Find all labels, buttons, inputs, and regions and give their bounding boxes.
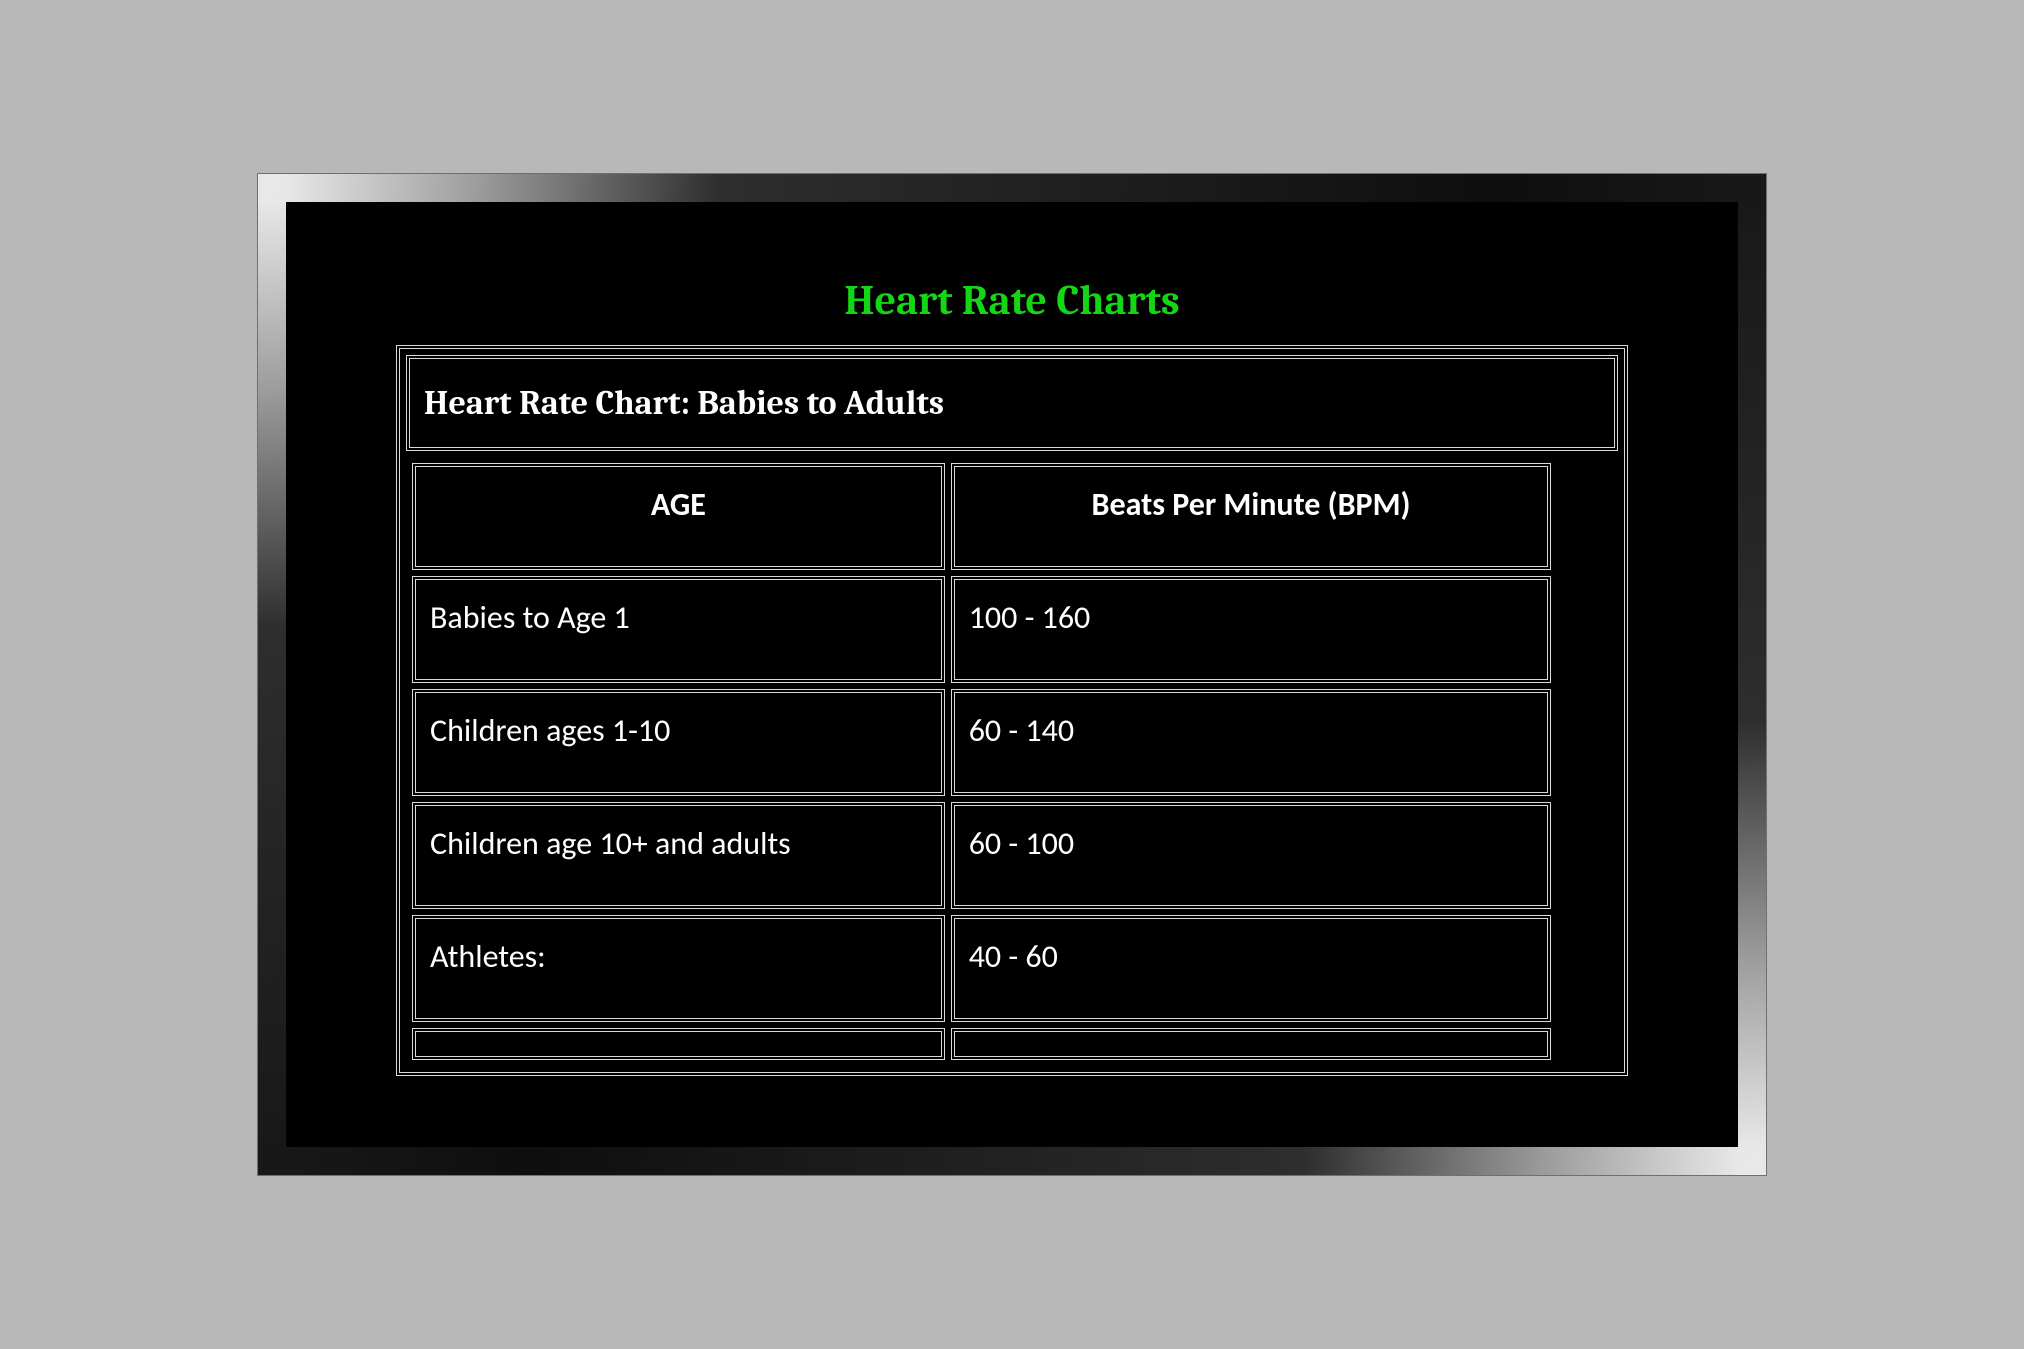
- cell-bpm: 60 - 100: [951, 802, 1552, 909]
- table-caption: Heart Rate Chart: Babies to Adults: [406, 355, 1618, 451]
- table-row: Athletes: 40 - 60: [412, 915, 1551, 1022]
- heart-rate-table: AGE Beats Per Minute (BPM) Babies to Age…: [406, 457, 1557, 1066]
- slide-surface: Heart Rate Charts Heart Rate Chart: Babi…: [286, 202, 1738, 1147]
- column-header-bpm: Beats Per Minute (BPM): [951, 463, 1552, 570]
- cell-bpm: 100 - 160: [951, 576, 1552, 683]
- heart-rate-outer-table: Heart Rate Chart: Babies to Adults AGE B…: [396, 345, 1628, 1076]
- table-row: Children ages 1-10 60 - 140: [412, 689, 1551, 796]
- table-header-row: AGE Beats Per Minute (BPM): [412, 463, 1551, 570]
- column-header-age: AGE: [412, 463, 945, 570]
- table-row-empty: [412, 1028, 1551, 1060]
- cell-empty: [412, 1028, 945, 1060]
- cell-empty: [951, 1028, 1552, 1060]
- cell-age: Children age 10+ and adults: [412, 802, 945, 909]
- cell-age: Children ages 1-10: [412, 689, 945, 796]
- cell-bpm: 60 - 140: [951, 689, 1552, 796]
- cell-bpm: 40 - 60: [951, 915, 1552, 1022]
- heart-rate-table-wrap: Heart Rate Chart: Babies to Adults AGE B…: [396, 345, 1628, 1076]
- slide-frame: Heart Rate Charts Heart Rate Chart: Babi…: [258, 174, 1766, 1175]
- table-row: Children age 10+ and adults 60 - 100: [412, 802, 1551, 909]
- cell-age: Babies to Age 1: [412, 576, 945, 683]
- cell-age: Athletes:: [412, 915, 945, 1022]
- page-title: Heart Rate Charts: [286, 276, 1738, 325]
- table-row: Babies to Age 1 100 - 160: [412, 576, 1551, 683]
